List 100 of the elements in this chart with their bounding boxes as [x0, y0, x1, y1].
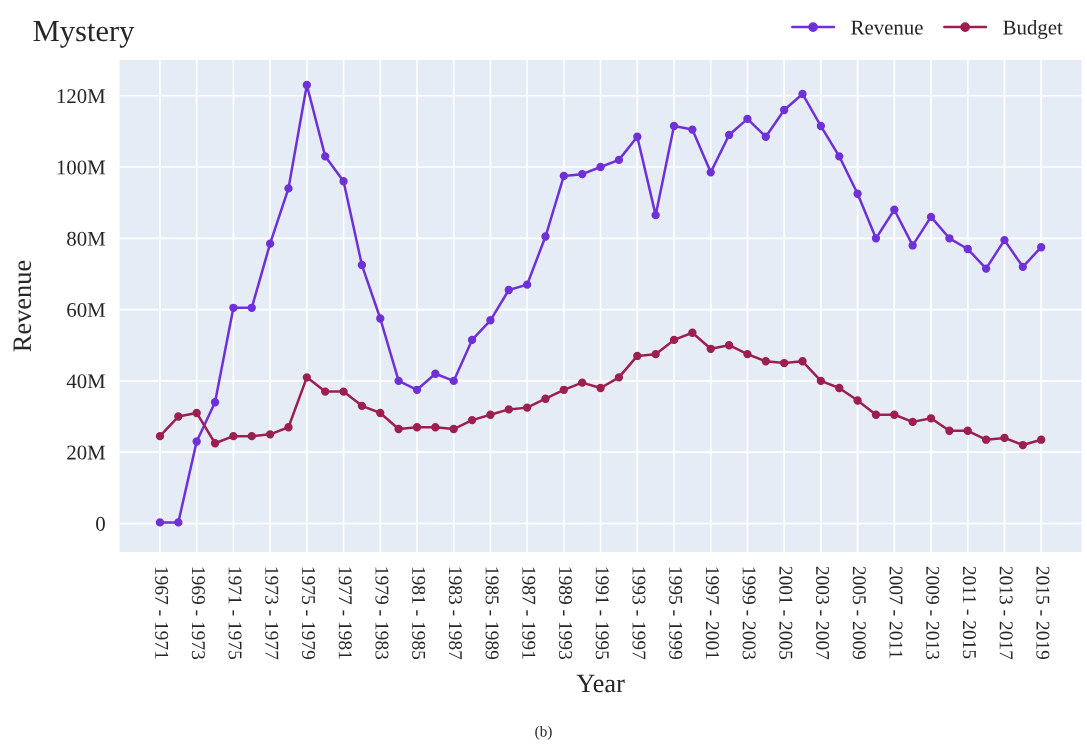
x-tick-label: 2001 - 2005: [779, 566, 793, 660]
x-tick-label: 2007 - 2011: [889, 566, 903, 658]
point: [155, 518, 165, 527]
text: (b): [535, 725, 552, 740]
y-tick-label: 100M: [57, 160, 106, 175]
point: [284, 184, 293, 193]
point: [743, 349, 752, 359]
point: [412, 423, 422, 432]
point: [174, 518, 183, 527]
x-tick-label: 2009 - 2013: [926, 566, 940, 660]
point: [706, 168, 715, 177]
point: [522, 403, 532, 412]
point: [816, 121, 826, 131]
point: [486, 410, 495, 419]
point: [1018, 440, 1027, 450]
point: [504, 285, 513, 295]
point: [174, 412, 183, 421]
x-tick-label: 1997 - 2001: [705, 567, 719, 659]
point: [284, 423, 293, 432]
point: [945, 426, 954, 435]
y-tick-label: 80M: [67, 231, 106, 246]
point: [192, 437, 201, 446]
x-axis-title: Year: [576, 674, 625, 693]
point: [669, 121, 679, 131]
point: [247, 303, 256, 312]
point: [798, 89, 807, 99]
point: [357, 401, 367, 411]
point: [945, 234, 954, 243]
point: [963, 426, 972, 435]
y-tick-label: 60M: [67, 302, 106, 318]
point: [908, 417, 917, 427]
point: [688, 125, 697, 134]
x-tick-label: 1989 - 1993: [558, 567, 573, 660]
point: [614, 373, 624, 382]
point: [431, 369, 440, 378]
point: [339, 387, 348, 396]
x-tick-label: 2013 - 2017: [999, 566, 1013, 660]
point: [926, 414, 936, 423]
point: [926, 212, 936, 222]
point: [908, 241, 917, 250]
point: [449, 424, 458, 434]
point: [890, 410, 899, 419]
point: [981, 264, 991, 273]
point: [871, 410, 881, 419]
point: [706, 344, 715, 353]
x-tick-label: 1995 - 1999: [669, 567, 683, 660]
point: [724, 130, 734, 140]
y-tick-label: 0: [96, 516, 105, 531]
point: [743, 114, 752, 124]
point: [247, 431, 256, 441]
point: [504, 405, 513, 414]
point: [963, 244, 972, 254]
point: [522, 280, 532, 289]
point: [596, 162, 605, 172]
x-tick-label: 2015 - 2019: [1036, 566, 1050, 660]
point: [210, 439, 220, 448]
point: [339, 177, 348, 186]
point: [596, 383, 605, 393]
point: [394, 424, 403, 434]
legend-label: Revenue: [851, 20, 923, 35]
point: [816, 376, 826, 386]
point: [798, 357, 807, 366]
point: [688, 328, 697, 337]
point: [559, 385, 569, 394]
point: [761, 357, 770, 366]
x-tick-label: 1975 - 1979: [301, 567, 316, 660]
point: [853, 189, 862, 198]
legend-label: Budget: [1003, 19, 1063, 39]
point: [871, 234, 881, 243]
point: [302, 373, 311, 382]
point: [853, 396, 862, 405]
point: [321, 387, 330, 396]
point: [1018, 262, 1027, 271]
x-tick-label: 1973 - 1977: [265, 567, 279, 660]
x-tick-label: 1985 - 1989: [485, 567, 499, 660]
point: [376, 314, 385, 323]
point: [669, 335, 679, 345]
x-tick-label: 2011 - 2015: [962, 566, 976, 659]
point: [835, 383, 844, 393]
x-tick-label: 2005 - 2009: [852, 566, 866, 660]
x-tick-label: 1999 - 2003: [742, 567, 756, 660]
point: [229, 303, 238, 312]
x-tick-label: 1987 - 1991: [522, 567, 536, 659]
point: [467, 335, 477, 345]
chart-title: Mystery: [33, 21, 135, 48]
point: [1000, 235, 1009, 245]
point: [486, 316, 495, 325]
point: [302, 80, 311, 90]
x-tick-label: 1977 - 1981: [338, 567, 352, 659]
point: [1000, 433, 1009, 443]
x-tick-label: 1991 - 1995: [595, 567, 609, 660]
point: [578, 169, 587, 179]
point: [394, 376, 403, 386]
point: [614, 155, 624, 165]
point: [651, 210, 660, 220]
point: [1037, 243, 1046, 252]
point: [155, 431, 165, 441]
y-tick-label: 120M: [57, 89, 106, 104]
point: [651, 349, 660, 359]
point: [559, 171, 569, 181]
